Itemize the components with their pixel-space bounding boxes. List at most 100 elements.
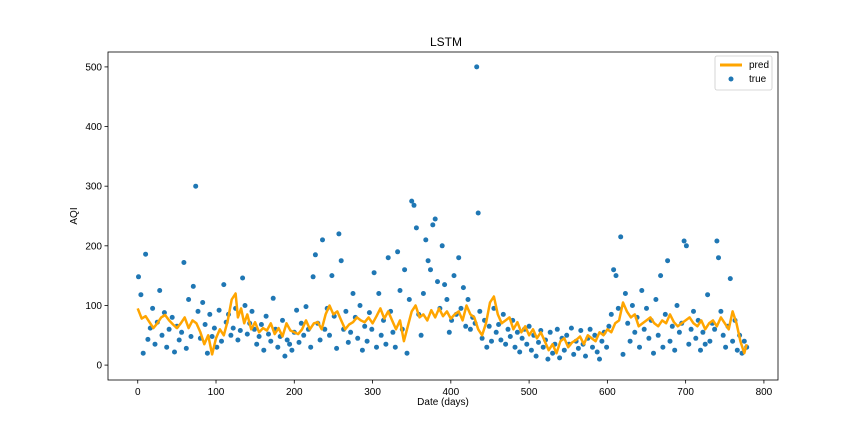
true-point (620, 351, 626, 357)
y-tick-label: 0 (96, 361, 102, 372)
x-axis: 0 100 200 300 400 500 600 700 800 (135, 380, 773, 398)
true-point (214, 344, 220, 350)
true-point (261, 347, 267, 353)
true-point (526, 323, 532, 329)
true-point (385, 255, 391, 261)
true-point (741, 338, 747, 344)
true-point (498, 337, 504, 343)
true-point (568, 325, 574, 331)
true-point (545, 356, 551, 362)
true-point (209, 334, 215, 339)
true-point (310, 274, 316, 280)
true-point (301, 332, 307, 338)
true-point (688, 326, 694, 332)
true-point (707, 338, 713, 344)
true-point (474, 64, 480, 70)
true-point (312, 252, 318, 258)
true-point (611, 267, 617, 273)
y-tick-label: 500 (85, 62, 102, 73)
true-point (467, 326, 473, 332)
true-point (428, 267, 433, 273)
x-tick-label: 0 (135, 387, 141, 398)
true-point (327, 332, 332, 338)
true-point (357, 303, 363, 308)
true-point (597, 356, 602, 362)
true-point (193, 183, 199, 189)
x-tick-label: 600 (599, 387, 616, 398)
x-tick-label: 400 (442, 387, 459, 398)
true-point (571, 351, 577, 357)
true-point (486, 323, 492, 329)
y-tick-label: 100 (85, 301, 102, 312)
true-point (406, 297, 412, 302)
true-point (166, 326, 172, 332)
true-point (211, 325, 217, 331)
true-point (730, 338, 736, 344)
true-point (718, 308, 724, 314)
true-point (615, 305, 621, 311)
true-point (395, 249, 401, 255)
true-point (698, 347, 703, 353)
true-point (362, 323, 368, 329)
true-point (629, 303, 635, 308)
true-point (366, 310, 372, 316)
true-point (622, 291, 628, 296)
true-point (672, 347, 678, 353)
true-point (533, 353, 539, 359)
true-point (402, 267, 408, 273)
true-point (536, 339, 541, 345)
true-point (463, 323, 469, 329)
true-point (390, 329, 396, 335)
true-point (583, 353, 588, 359)
true-point (561, 347, 567, 353)
true-point (216, 307, 222, 313)
true-point (161, 310, 167, 316)
true-point (336, 231, 342, 237)
x-tick-label: 100 (208, 387, 225, 398)
true-point (181, 260, 187, 265)
true-point (727, 276, 733, 282)
true-point (592, 332, 598, 338)
true-point (655, 332, 661, 338)
true-point (355, 335, 361, 341)
true-point (266, 331, 271, 337)
true-point (418, 332, 424, 338)
true-point (423, 237, 429, 243)
true-point (237, 328, 243, 333)
true-point (442, 282, 448, 288)
true-point (376, 291, 382, 296)
x-tick-label: 800 (756, 387, 773, 398)
true-point (524, 341, 530, 347)
legend: pred true (714, 55, 773, 91)
true-point (507, 334, 513, 339)
true-point (632, 329, 638, 335)
y-tick-label: 300 (85, 182, 102, 193)
true-point (439, 243, 445, 249)
true-point (258, 322, 264, 327)
true-point (639, 288, 645, 293)
true-point (519, 335, 525, 341)
true-point (303, 304, 309, 310)
true-point (202, 322, 208, 327)
true-point (221, 282, 227, 288)
true-point (289, 347, 295, 353)
true-point (446, 329, 452, 335)
true-point (479, 335, 485, 341)
true-point (275, 344, 281, 350)
true-point (646, 335, 652, 341)
true-point (540, 344, 546, 350)
true-point (460, 285, 466, 291)
true-point (465, 297, 471, 302)
true-point (512, 344, 518, 350)
true-point (653, 297, 659, 302)
chart-title: LSTM (430, 35, 462, 49)
true-point (404, 350, 410, 356)
true-point (500, 311, 506, 317)
true-point (720, 332, 726, 338)
x-tick-label: 700 (677, 387, 694, 398)
true-point (456, 255, 462, 261)
true-point (186, 297, 192, 302)
true-point (503, 341, 509, 347)
true-point (557, 355, 563, 361)
legend-pred-label: pred (749, 60, 769, 71)
